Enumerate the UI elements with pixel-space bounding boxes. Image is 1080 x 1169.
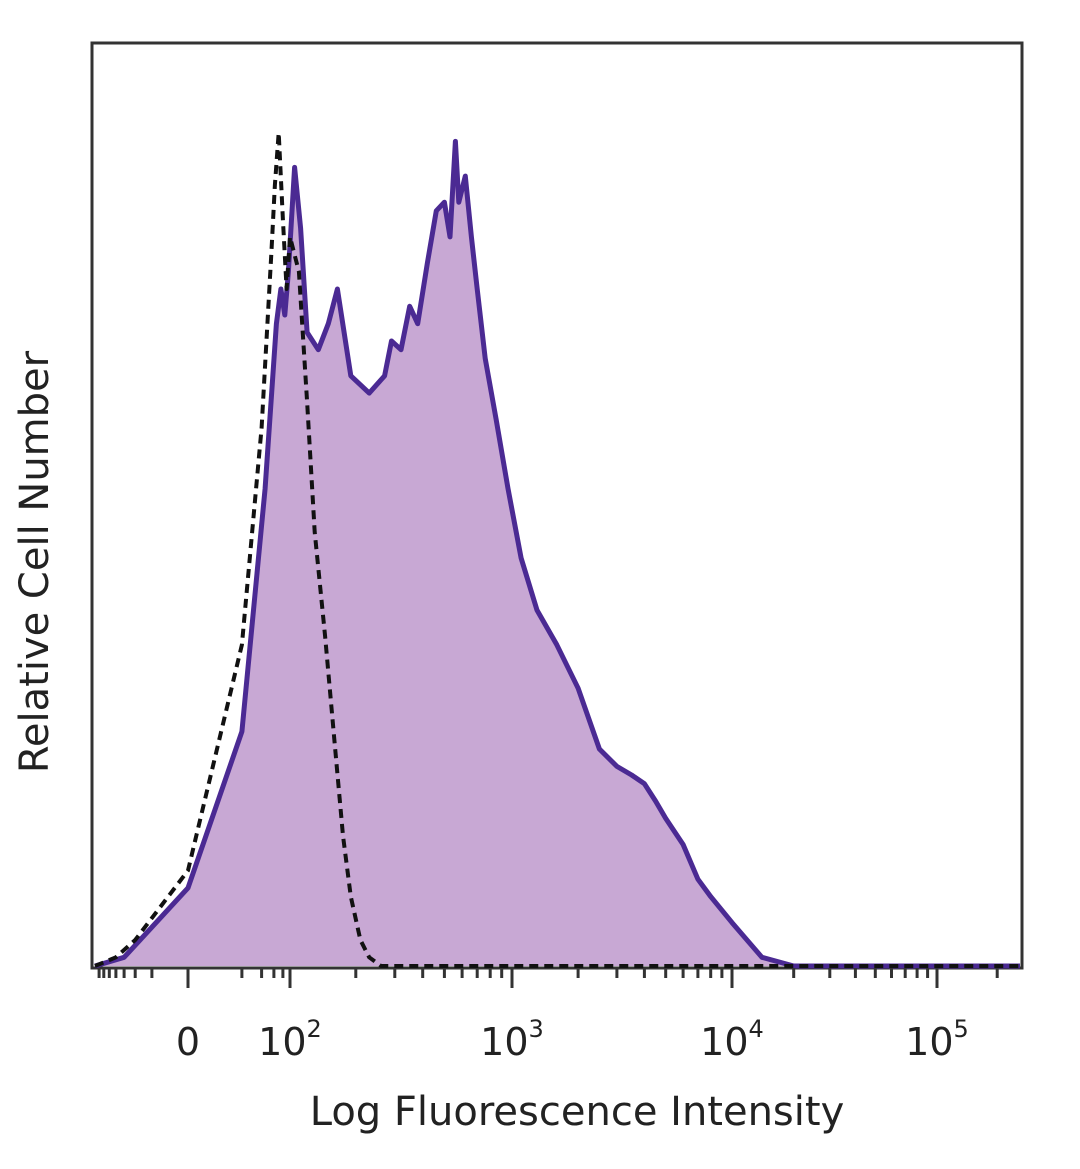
x-tick-label: 104 xyxy=(700,1015,764,1064)
series-layer xyxy=(94,130,1020,969)
x-tick-label: 102 xyxy=(258,1015,322,1064)
x-axis-tick-labels: 0 102 103 104 105 xyxy=(176,1015,969,1064)
plot-frame xyxy=(90,41,1024,970)
x-tick-label: 0 xyxy=(176,1020,200,1064)
x-axis-title: Log Fluorescence Intensity xyxy=(310,1089,845,1135)
y-axis-title: Relative Cell Number xyxy=(12,350,58,773)
x-tick-label: 105 xyxy=(905,1015,969,1064)
sample-histogram-fill xyxy=(95,141,1020,966)
x-axis-ticks xyxy=(97,968,999,988)
control-histogram-line xyxy=(94,130,1020,968)
sample-histogram-line xyxy=(94,138,1020,969)
x-tick-label: 103 xyxy=(480,1015,544,1064)
